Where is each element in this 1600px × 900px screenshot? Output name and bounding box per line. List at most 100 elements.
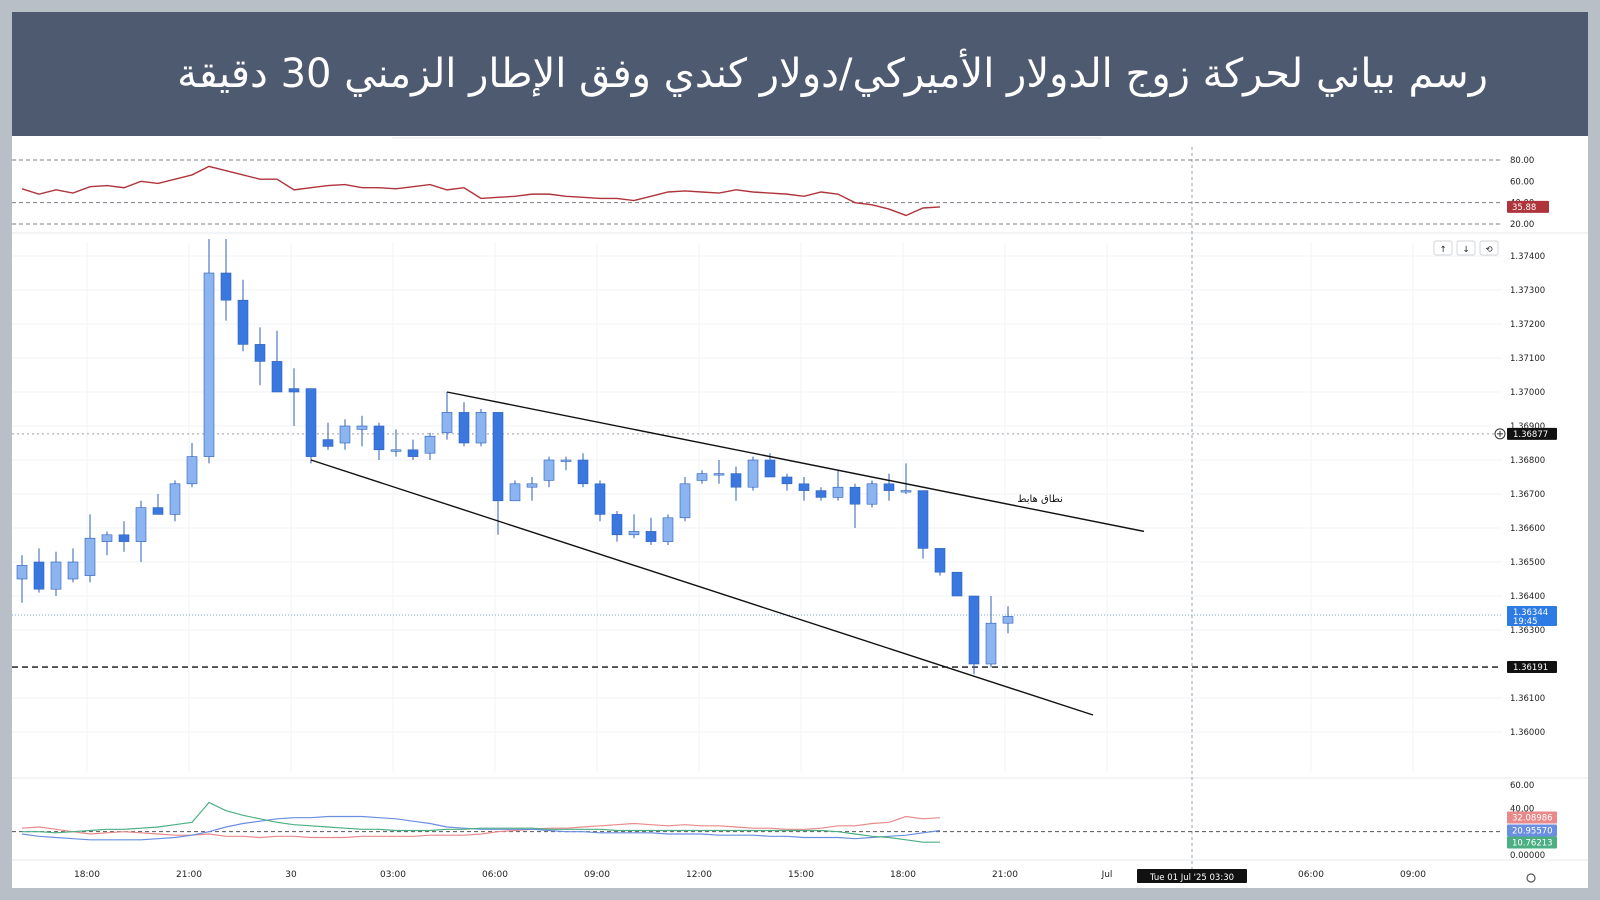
candle-body xyxy=(509,483,521,502)
price-level-label: 1.36191 xyxy=(1513,663,1548,673)
candle-body xyxy=(747,459,759,488)
candle-body xyxy=(798,483,810,491)
candle-body xyxy=(985,622,997,665)
price-tick-label: 1.37400 xyxy=(1510,252,1545,262)
price-tick-label: 1.36900 xyxy=(1510,422,1545,432)
reset-icon[interactable]: ⟲ xyxy=(1485,245,1492,255)
candle-body xyxy=(424,435,436,454)
arrow-down-icon[interactable]: ↓ xyxy=(1462,245,1469,255)
rsi-tick-label: 60.00 xyxy=(1510,177,1534,187)
rsi-value-label: 35.88 xyxy=(1512,203,1536,213)
candle-body xyxy=(934,548,946,573)
crosshair-time-label: Tue 01 Jul '25 03:30 xyxy=(1149,873,1234,883)
x-tick-label: 06:00 xyxy=(1298,870,1324,880)
dmi-value-label: 32.08986 xyxy=(1512,814,1553,824)
x-tick-label: 21:00 xyxy=(176,870,202,880)
dmi-value-label: 10.76213 xyxy=(1512,838,1553,848)
candle-body xyxy=(764,459,776,478)
candle-body xyxy=(679,483,691,519)
candle-body xyxy=(203,272,215,457)
price-tick-label: 1.37000 xyxy=(1510,388,1545,398)
candle-body xyxy=(356,425,368,430)
current-price-tag xyxy=(1507,606,1557,627)
candle-body xyxy=(849,486,861,505)
dmi-series-di_plus xyxy=(22,801,940,843)
chart-canvas[interactable]: 80.00 60.00 40.00 20.00 35.88 1.37400 1.37300 1… xyxy=(12,12,1588,888)
chart-frame: رسم بياني لحركة زوج الدولار الأميركي/دول… xyxy=(12,12,1588,888)
candle-body xyxy=(152,507,164,515)
candle-body xyxy=(441,412,453,434)
candle-body xyxy=(1002,616,1014,624)
candle-body xyxy=(135,507,147,542)
candle-body xyxy=(237,299,249,345)
banner-title: رسم بياني لحركة زوج الدولار الأميركي/دول… xyxy=(177,51,1488,97)
arrow-up-icon[interactable]: ↑ xyxy=(1439,245,1446,255)
x-tick-label: 30 xyxy=(285,870,297,880)
arrow-up-icon[interactable] xyxy=(1433,240,1453,256)
price-tick-label: 1.36100 xyxy=(1510,694,1545,704)
x-tick-label: 18:00 xyxy=(890,870,916,880)
price-tick-label: 1.36300 xyxy=(1510,626,1545,636)
x-tick-label: 09:00 xyxy=(584,870,610,880)
candle-body xyxy=(407,449,419,457)
candle-body xyxy=(101,534,113,542)
candles-group xyxy=(16,239,1014,675)
candle-body xyxy=(917,490,929,549)
price-tick-label: 1.36500 xyxy=(1510,558,1545,568)
dmi-tick-label: 40.00 xyxy=(1510,804,1534,814)
reset-icon[interactable] xyxy=(1479,240,1499,256)
candle-body xyxy=(645,531,657,542)
price-level-tag xyxy=(1507,427,1557,440)
x-tick-label: 21:00 xyxy=(992,870,1018,880)
dmi-series-adx xyxy=(21,815,941,841)
candle-body xyxy=(611,514,623,536)
crosshair-time-tag xyxy=(1137,869,1247,883)
dmi-value-tag xyxy=(1507,811,1557,824)
price-tick-label: 1.37100 xyxy=(1510,354,1545,364)
price-tick-label: 1.36600 xyxy=(1510,524,1545,534)
candle-body xyxy=(84,537,96,576)
candle-body xyxy=(458,412,470,444)
dmi-tick-label: 0.00000 xyxy=(1510,851,1545,861)
price-tick-label: 1.36800 xyxy=(1510,456,1545,466)
channel-label: نطاق هابط xyxy=(1017,494,1063,505)
candle-body xyxy=(475,412,487,444)
x-tick-label: 03:00 xyxy=(380,870,406,880)
candle-body xyxy=(305,388,317,457)
candle-body xyxy=(815,490,827,498)
dmi-value-tag xyxy=(1507,824,1557,837)
candle-body xyxy=(220,272,232,301)
candle-body xyxy=(951,571,963,597)
candle-body xyxy=(628,531,640,536)
candle-body xyxy=(662,517,674,542)
rsi-line xyxy=(21,165,941,217)
dmi-value-label: 20.95570 xyxy=(1512,827,1553,837)
x-tick-label: Jul xyxy=(1101,870,1113,880)
candle-body xyxy=(169,483,181,515)
channel-upper-line xyxy=(446,391,1145,533)
bar-countdown-label: 19:45 xyxy=(1513,617,1538,627)
dmi-series-di_minus xyxy=(21,815,941,839)
price-tick-label: 1.36400 xyxy=(1510,592,1545,602)
candle-body xyxy=(526,483,538,488)
current-price-label: 1.36344 xyxy=(1513,608,1548,618)
candle-body xyxy=(186,456,198,485)
candle-body xyxy=(696,473,708,481)
candle-body xyxy=(50,561,62,590)
price-tick-label: 1.37200 xyxy=(1510,320,1545,330)
dmi-tick-label: 60.00 xyxy=(1510,781,1534,791)
settings-gear-icon[interactable] xyxy=(1526,873,1536,883)
candle-body xyxy=(390,449,402,452)
price-level-label: 1.36877 xyxy=(1513,430,1548,440)
candle-body xyxy=(543,459,555,481)
candle-body xyxy=(322,439,334,447)
arrow-down-icon[interactable] xyxy=(1456,240,1476,256)
candle-body xyxy=(713,473,725,476)
rsi-tick-label: 20.00 xyxy=(1510,220,1534,230)
rsi-value-tag xyxy=(1507,200,1549,213)
price-level-tag xyxy=(1507,661,1557,674)
candle-body xyxy=(16,565,28,580)
candle-body xyxy=(254,344,266,362)
x-tick-label: 12:00 xyxy=(686,870,712,880)
channel-lower-line xyxy=(310,459,1094,716)
